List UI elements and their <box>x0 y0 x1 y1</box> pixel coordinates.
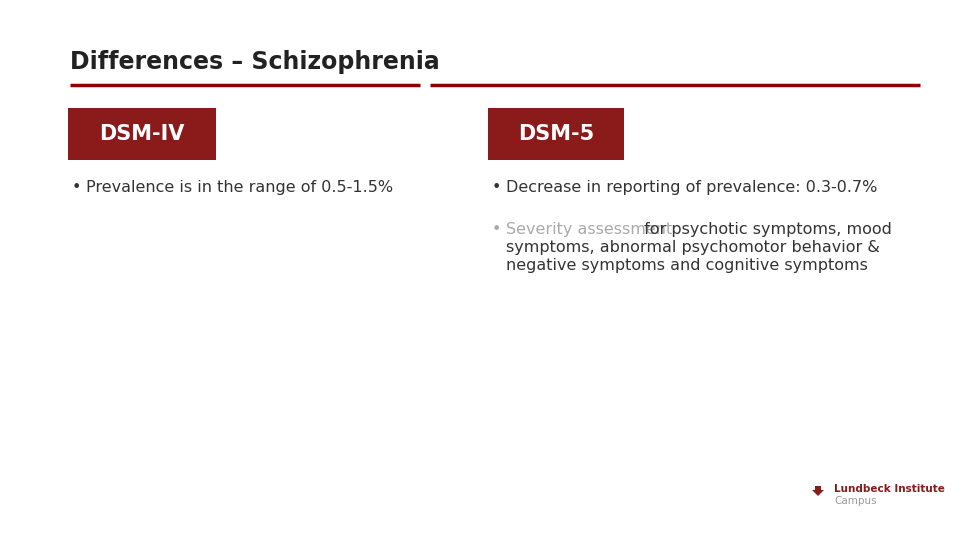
Text: for psychotic symptoms, mood: for psychotic symptoms, mood <box>639 222 892 237</box>
Text: Lundbeck Institute: Lundbeck Institute <box>834 484 945 494</box>
Text: negative symptoms and cognitive symptoms: negative symptoms and cognitive symptoms <box>506 258 868 273</box>
FancyArrow shape <box>812 486 824 496</box>
Text: •: • <box>492 222 501 237</box>
Text: Severity assessment: Severity assessment <box>506 222 672 237</box>
FancyBboxPatch shape <box>68 108 216 160</box>
Text: Prevalence is in the range of 0.5-1.5%: Prevalence is in the range of 0.5-1.5% <box>86 180 394 195</box>
Text: DSM-5: DSM-5 <box>517 124 594 144</box>
Text: Campus: Campus <box>834 496 876 506</box>
Text: Differences – Schizophrenia: Differences – Schizophrenia <box>70 50 440 74</box>
Text: DSM-IV: DSM-IV <box>99 124 184 144</box>
FancyBboxPatch shape <box>488 108 624 160</box>
Text: •: • <box>492 180 501 195</box>
Text: •: • <box>72 180 82 195</box>
Text: Decrease in reporting of prevalence: 0.3-0.7%: Decrease in reporting of prevalence: 0.3… <box>506 180 877 195</box>
Text: symptoms, abnormal psychomotor behavior &: symptoms, abnormal psychomotor behavior … <box>506 240 880 255</box>
